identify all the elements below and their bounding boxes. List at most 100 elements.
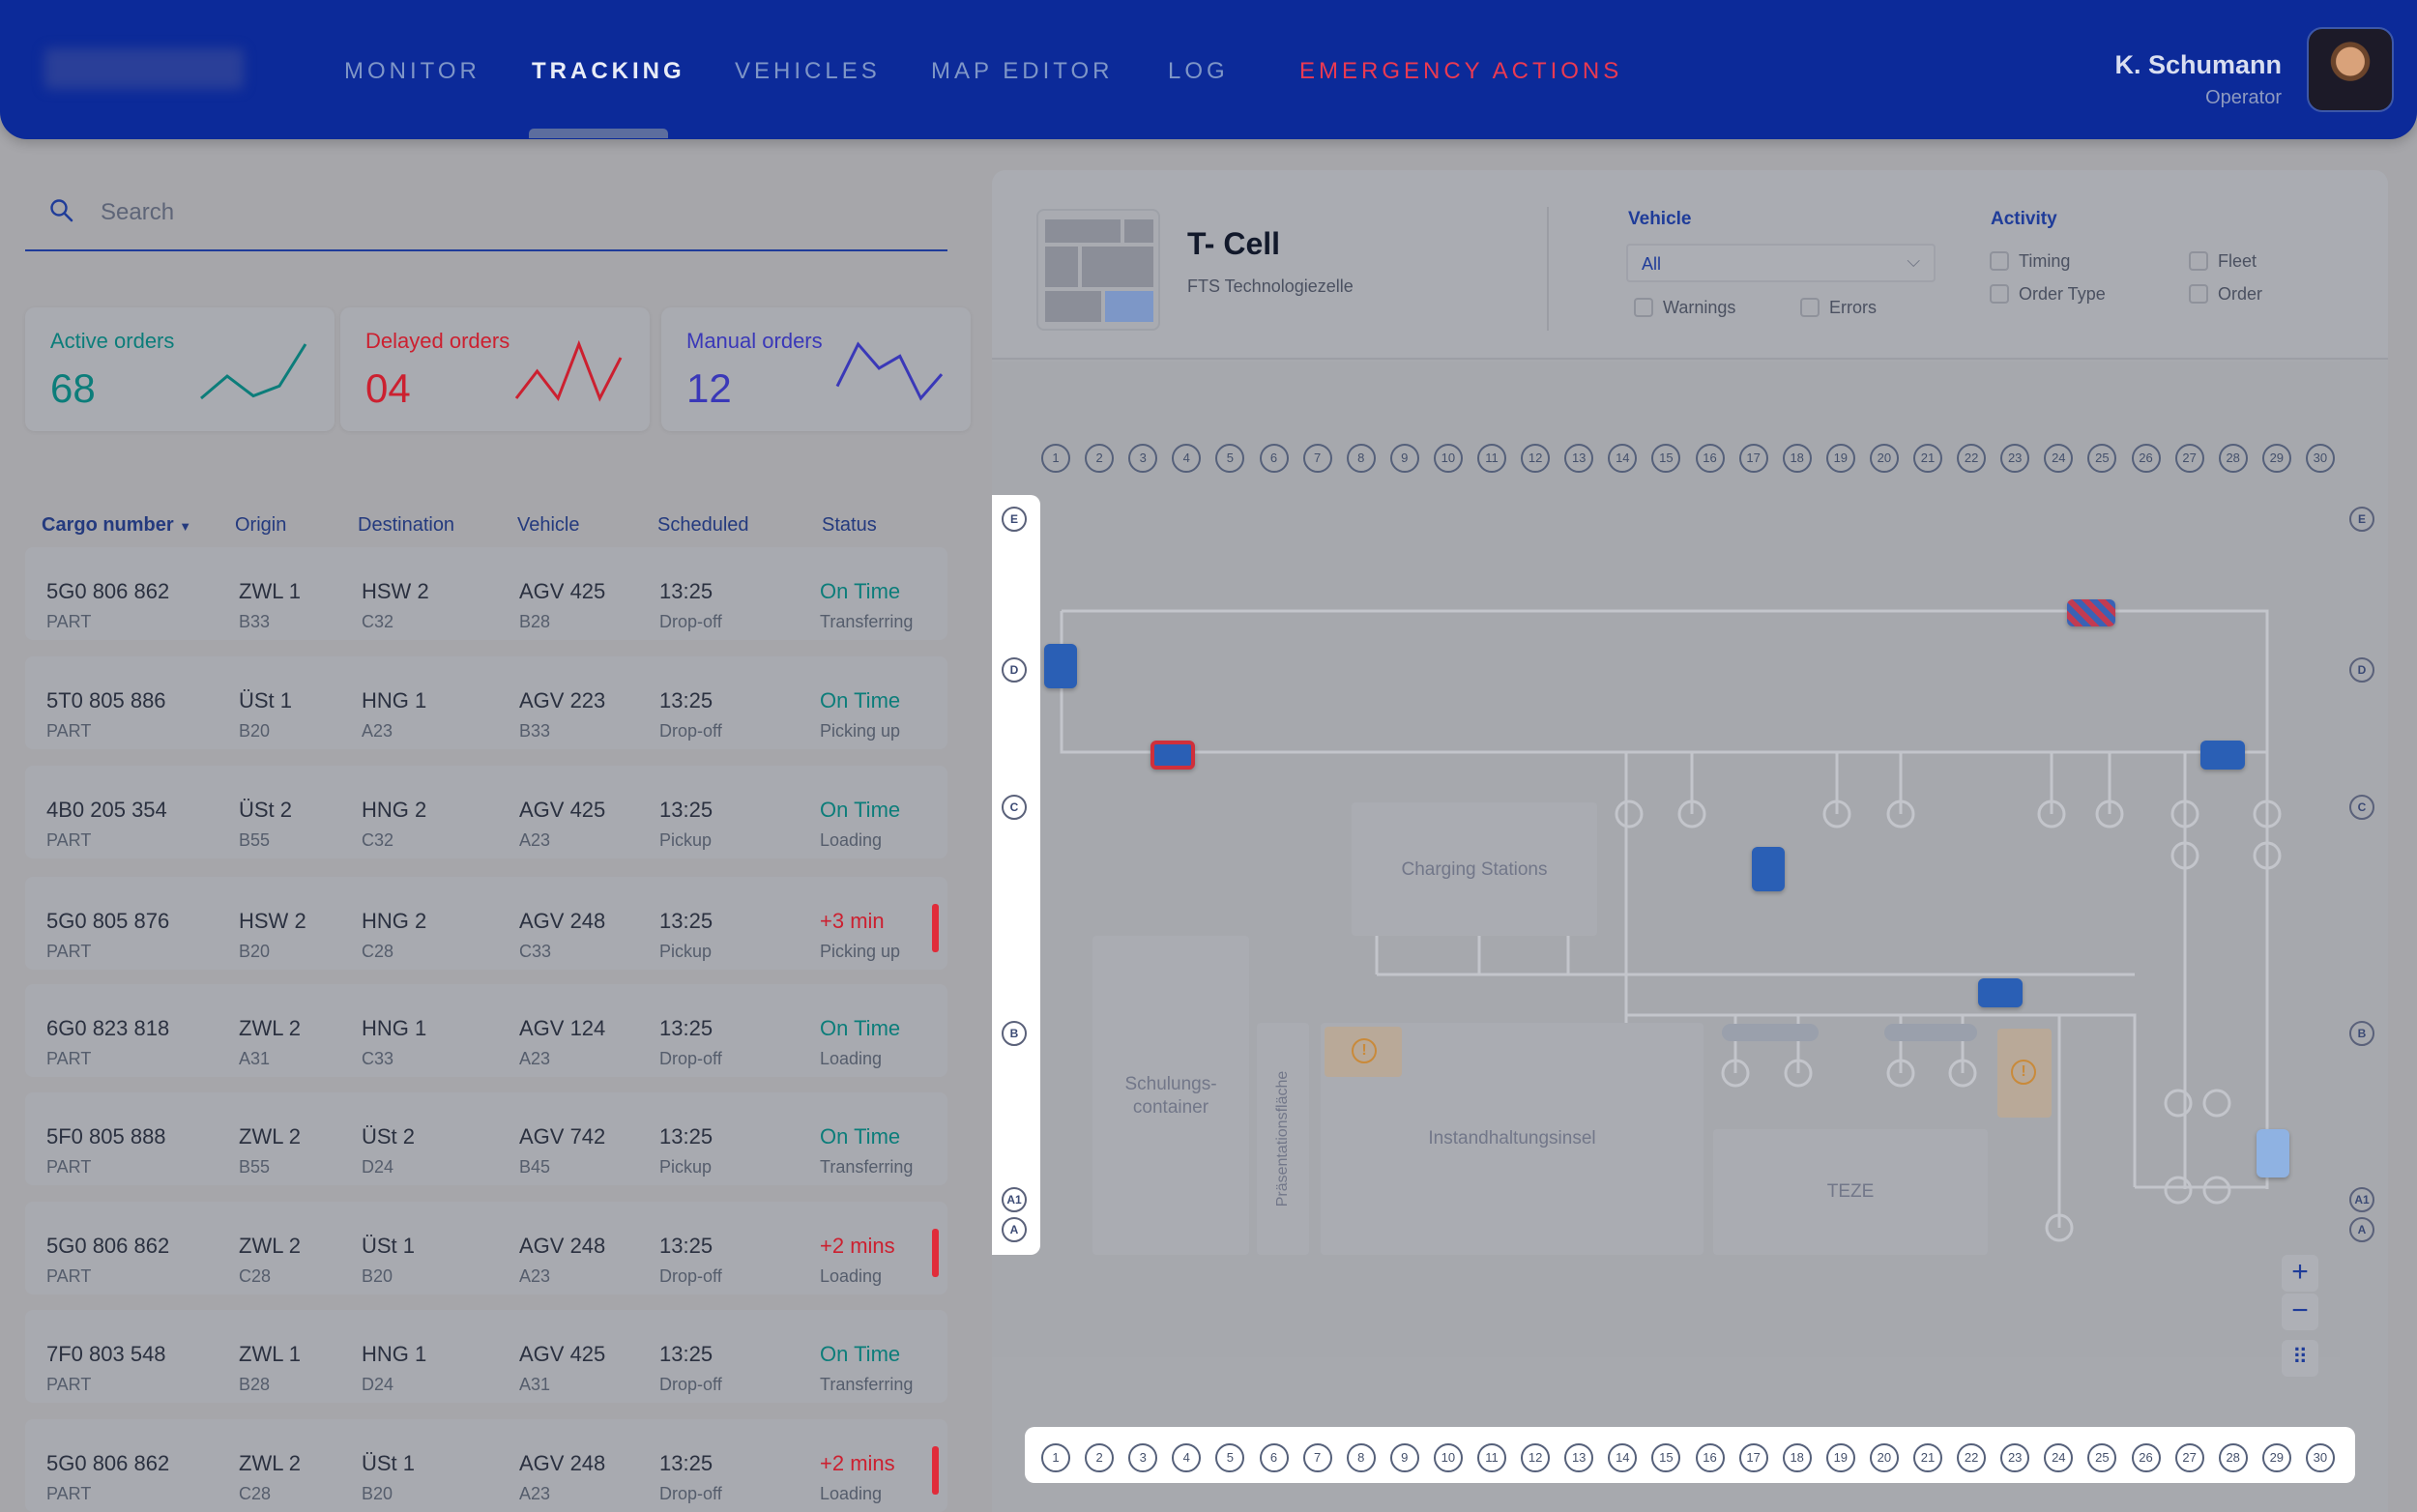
vehicle-agv-2[interactable] bbox=[1752, 847, 1785, 891]
column-marker-19[interactable]: 19 bbox=[1825, 444, 1855, 473]
table-row[interactable]: 7F0 803 548 PART ZWL 1 B28 HNG 1 D24 AGV 425 A3… bbox=[25, 1310, 947, 1403]
nav-monitor[interactable]: MONITOR bbox=[344, 58, 480, 84]
column-header-destination[interactable]: Destination bbox=[358, 514, 455, 536]
column-marker-7[interactable]: 7 bbox=[1302, 1443, 1332, 1472]
column-marker-10[interactable]: 10 bbox=[1433, 444, 1463, 473]
column-marker-1[interactable]: 1 bbox=[1041, 444, 1070, 473]
column-marker-22[interactable]: 22 bbox=[1957, 444, 1987, 473]
column-header-vehicle[interactable]: Vehicle bbox=[517, 514, 580, 536]
timing-checkbox[interactable]: Timing bbox=[1990, 251, 2070, 272]
row-marker-a[interactable]: A bbox=[2349, 1217, 2374, 1242]
column-marker-25[interactable]: 25 bbox=[2087, 1443, 2117, 1472]
table-row[interactable]: 5T0 805 886 PART ÜSt 1 B20 HNG 1 A23 AGV 223 B3… bbox=[25, 656, 947, 749]
nav-tracking[interactable]: TRACKING bbox=[532, 58, 685, 84]
column-marker-15[interactable]: 15 bbox=[1651, 444, 1681, 473]
column-marker-23[interactable]: 23 bbox=[2000, 444, 2030, 473]
table-row[interactable]: 5G0 806 862 PART ZWL 2 C28 ÜSt 1 B20 AGV 248 A2… bbox=[25, 1202, 947, 1294]
nav-emergency-actions[interactable]: EMERGENCY ACTIONS bbox=[1299, 58, 1623, 84]
column-marker-8[interactable]: 8 bbox=[1346, 444, 1376, 473]
warning-zone-1[interactable]: ! bbox=[1325, 1027, 1402, 1077]
vehicle-agv-1[interactable] bbox=[1044, 644, 1077, 688]
column-marker-1[interactable]: 1 bbox=[1041, 1443, 1070, 1472]
cell-thumbnail[interactable] bbox=[1036, 209, 1160, 331]
table-row[interactable]: 5G0 806 862 PART ZWL 1 B33 HSW 2 C32 AGV 425 B2… bbox=[25, 547, 947, 640]
column-marker-29[interactable]: 29 bbox=[2261, 1443, 2291, 1472]
nav-map-editor[interactable]: MAP EDITOR bbox=[931, 58, 1114, 84]
row-marker-e[interactable]: E bbox=[1002, 507, 1027, 532]
column-marker-10[interactable]: 10 bbox=[1433, 1443, 1463, 1472]
column-marker-21[interactable]: 21 bbox=[1913, 1443, 1942, 1472]
column-header-cargo-number[interactable]: Cargo number ▼ bbox=[42, 514, 191, 537]
table-row[interactable]: 6G0 823 818 PART ZWL 2 A31 HNG 1 C33 AGV 124 A2… bbox=[25, 984, 947, 1077]
zoom-in-button[interactable]: + bbox=[2282, 1255, 2318, 1292]
column-marker-6[interactable]: 6 bbox=[1259, 444, 1289, 473]
vehicle-agv-inactive[interactable] bbox=[2257, 1129, 2289, 1178]
order-checkbox[interactable]: Order bbox=[2189, 284, 2262, 305]
column-marker-30[interactable]: 30 bbox=[2305, 444, 2335, 473]
column-marker-28[interactable]: 28 bbox=[2218, 444, 2248, 473]
charging-stations-area[interactable]: Charging Stations bbox=[1352, 802, 1597, 936]
fleet-checkbox[interactable]: Fleet bbox=[2189, 251, 2257, 272]
column-marker-30[interactable]: 30 bbox=[2305, 1443, 2335, 1472]
table-row[interactable]: 5G0 806 862 PART ZWL 2 C28 ÜSt 1 B20 AGV 248 A2… bbox=[25, 1419, 947, 1512]
column-marker-3[interactable]: 3 bbox=[1128, 444, 1158, 473]
column-marker-24[interactable]: 24 bbox=[2044, 1443, 2074, 1472]
warnings-checkbox[interactable]: Warnings bbox=[1634, 298, 1735, 318]
column-marker-17[interactable]: 17 bbox=[1738, 1443, 1768, 1472]
row-marker-d[interactable]: D bbox=[1002, 657, 1027, 683]
column-marker-20[interactable]: 20 bbox=[1869, 1443, 1899, 1472]
column-marker-18[interactable]: 18 bbox=[1782, 444, 1812, 473]
column-marker-19[interactable]: 19 bbox=[1825, 1443, 1855, 1472]
errors-checkbox[interactable]: Errors bbox=[1800, 298, 1877, 318]
column-marker-2[interactable]: 2 bbox=[1085, 1443, 1115, 1472]
row-marker-c[interactable]: C bbox=[1002, 795, 1027, 820]
brand-logo[interactable] bbox=[44, 48, 244, 89]
column-marker-26[interactable]: 26 bbox=[2131, 1443, 2161, 1472]
column-marker-5[interactable]: 5 bbox=[1215, 1443, 1245, 1472]
vehicle-agv-3[interactable] bbox=[1978, 978, 2023, 1007]
row-marker-e[interactable]: E bbox=[2349, 507, 2374, 532]
column-marker-20[interactable]: 20 bbox=[1869, 444, 1899, 473]
column-marker-21[interactable]: 21 bbox=[1913, 444, 1942, 473]
column-marker-14[interactable]: 14 bbox=[1608, 444, 1638, 473]
column-marker-11[interactable]: 11 bbox=[1477, 1443, 1506, 1472]
column-marker-8[interactable]: 8 bbox=[1346, 1443, 1376, 1472]
row-marker-b[interactable]: B bbox=[2349, 1021, 2374, 1046]
column-marker-25[interactable]: 25 bbox=[2087, 444, 2117, 473]
stat-card-manual-orders[interactable]: Manual orders 12 bbox=[661, 307, 971, 431]
column-marker-18[interactable]: 18 bbox=[1782, 1443, 1812, 1472]
column-marker-6[interactable]: 6 bbox=[1259, 1443, 1289, 1472]
vehicle-select[interactable]: All ⌵ bbox=[1626, 244, 1936, 282]
column-marker-14[interactable]: 14 bbox=[1608, 1443, 1638, 1472]
column-marker-13[interactable]: 13 bbox=[1564, 444, 1594, 473]
column-marker-26[interactable]: 26 bbox=[2131, 444, 2161, 473]
vehicle-agv-4[interactable] bbox=[2200, 741, 2245, 770]
vehicle-agv-blocked[interactable] bbox=[2067, 599, 2115, 626]
column-marker-2[interactable]: 2 bbox=[1085, 444, 1115, 473]
search-input[interactable] bbox=[101, 195, 777, 230]
zoom-out-button[interactable]: − bbox=[2282, 1294, 2318, 1330]
column-header-origin[interactable]: Origin bbox=[235, 514, 287, 536]
stat-card-active-orders[interactable]: Active orders 68 bbox=[25, 307, 335, 431]
column-marker-4[interactable]: 4 bbox=[1172, 1443, 1202, 1472]
column-marker-27[interactable]: 27 bbox=[2174, 444, 2204, 473]
warning-zone-2[interactable]: ! bbox=[1997, 1029, 2052, 1118]
column-header-status[interactable]: Status bbox=[822, 514, 877, 536]
fit-view-button[interactable]: ⠿ bbox=[2282, 1340, 2318, 1377]
column-marker-13[interactable]: 13 bbox=[1564, 1443, 1594, 1472]
table-row[interactable]: 5G0 805 876 PART HSW 2 B20 HNG 2 C28 AGV 248 C3… bbox=[25, 877, 947, 970]
schulungscontainer-area[interactable]: Schulungs-container bbox=[1092, 936, 1249, 1255]
column-marker-15[interactable]: 15 bbox=[1651, 1443, 1681, 1472]
user-avatar[interactable] bbox=[2307, 27, 2394, 112]
column-marker-3[interactable]: 3 bbox=[1128, 1443, 1158, 1472]
column-marker-24[interactable]: 24 bbox=[2044, 444, 2074, 473]
vehicle-agv-error[interactable] bbox=[1150, 741, 1195, 770]
column-marker-5[interactable]: 5 bbox=[1215, 444, 1245, 473]
column-marker-23[interactable]: 23 bbox=[2000, 1443, 2030, 1472]
column-marker-11[interactable]: 11 bbox=[1477, 444, 1506, 473]
praesentationsflaeche-area[interactable]: Präsentationsfläche bbox=[1257, 1023, 1309, 1255]
table-row[interactable]: 4B0 205 354 PART ÜSt 2 B55 HNG 2 C32 AGV 425 A2… bbox=[25, 766, 947, 858]
row-marker-a1[interactable]: A1 bbox=[2349, 1187, 2374, 1212]
order-type-checkbox[interactable]: Order Type bbox=[1990, 284, 2106, 305]
sort-down-icon[interactable]: ▼ bbox=[179, 519, 192, 534]
